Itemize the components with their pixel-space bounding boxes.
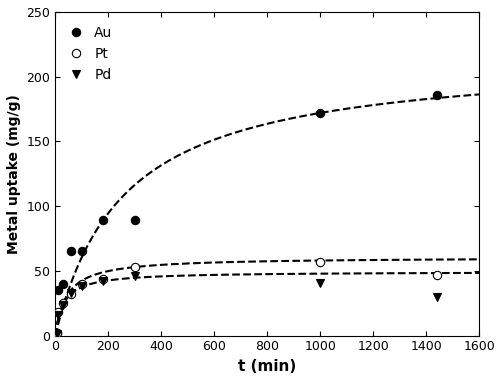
Legend: Au, Pt, Pd: Au, Pt, Pd — [62, 19, 119, 89]
X-axis label: t (min): t (min) — [237, 359, 296, 374]
Y-axis label: Metal uptake (mg/g): Metal uptake (mg/g) — [7, 94, 21, 254]
